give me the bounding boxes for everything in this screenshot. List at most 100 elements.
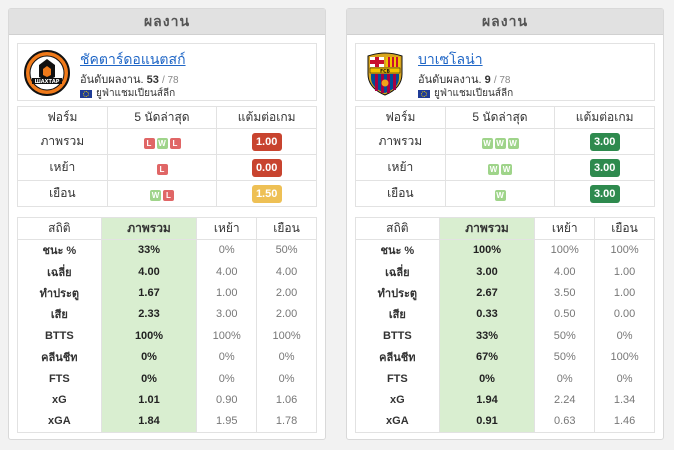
stat-home: 0.90	[196, 389, 258, 411]
stat-label: FTS	[355, 367, 440, 390]
stats-row: xG 1.01 0.90 1.06	[17, 389, 317, 411]
team-name-link[interactable]: ชัคตาร์ดอแนตสก์	[80, 51, 186, 67]
stats-row: xGA 0.91 0.63 1.46	[355, 410, 655, 433]
eu-flag-icon	[80, 89, 92, 98]
rank-label: อันดับผลงาน.	[418, 74, 482, 86]
stat-away: 2.00	[256, 303, 317, 326]
result-badge[interactable]: L	[169, 137, 181, 149]
form-header-row: ฟอร์ม 5 นัดล่าสุด แต้มต่อเกม	[355, 106, 655, 129]
stats-header-cell: เยือน	[256, 217, 317, 240]
form-header-cell: แต้มต่อเกม	[554, 106, 655, 129]
team-info: FCB บาเซโลน่า อันดับผลงาน. 9 / 78 ยูฟ่าแ…	[355, 43, 655, 101]
result-badge[interactable]: W	[494, 137, 506, 149]
stat-away: 100%	[594, 239, 655, 261]
stat-label: xG	[17, 389, 102, 411]
form-results-cell: L	[106, 154, 218, 181]
league-line: ยูฟ่าแชมเปียนส์ลีก	[80, 86, 175, 101]
result-badge[interactable]: L	[163, 189, 174, 201]
ppg-badge: 1.00	[251, 132, 282, 151]
stats-header-cell: เยือน	[594, 217, 655, 240]
team-panel-right: ผลงาน FCB	[346, 8, 664, 440]
stat-home: 4.00	[534, 260, 596, 283]
stats-row: เสีย 0.33 0.50 0.00	[355, 303, 655, 326]
rank-line: อันดับผลงาน. 9 / 78	[418, 70, 511, 88]
stat-label: BTTS	[355, 325, 440, 347]
stats-header-cell: เหย้า	[534, 217, 596, 240]
result-badge[interactable]: W	[494, 189, 506, 201]
stat-away: 1.34	[594, 389, 655, 411]
form-row: ภาพรวม L W L 1.00	[17, 128, 317, 155]
result-badge[interactable]: W	[481, 137, 493, 149]
form-row-label: เหย้า	[17, 154, 108, 181]
league-line: ยูฟ่าแชมเปียนส์ลีก	[418, 86, 513, 101]
ppg-cell: 3.00	[554, 154, 655, 181]
team-name-link[interactable]: บาเซโลน่า	[418, 51, 483, 67]
stats-row: BTTS 100% 100% 100%	[17, 325, 317, 347]
stat-label: ชนะ %	[17, 239, 102, 261]
result-badge[interactable]: L	[143, 137, 155, 149]
form-row: เหย้า L 0.00	[17, 154, 317, 181]
stat-away: 100%	[594, 346, 655, 368]
stats-row: ชนะ % 33% 0% 50%	[17, 239, 317, 261]
barcelona-logo-icon[interactable]: FCB	[360, 48, 410, 98]
stat-label: xGA	[17, 410, 102, 433]
stat-away: 0%	[594, 325, 655, 347]
stat-away: 50%	[256, 239, 317, 261]
stat-overall: 0.91	[438, 410, 536, 433]
stat-overall: 67%	[438, 346, 536, 368]
ppg-badge: 3.00	[589, 158, 620, 177]
form-row: เยือน W L 1.50	[17, 180, 317, 207]
stats-row: เฉลี่ย 4.00 4.00 4.00	[17, 260, 317, 283]
stat-overall: 4.00	[100, 260, 198, 283]
result-badge[interactable]: W	[507, 137, 519, 149]
form-row-label: ภาพรวม	[355, 128, 446, 155]
stats-header-cell: ภาพรวม	[100, 217, 198, 240]
team-info: ШАХТАР ชัคตาร์ดอแนตสก์ อันดับผลงาน. 53 /…	[17, 43, 317, 101]
ppg-cell: 3.00	[554, 128, 655, 155]
result-badge[interactable]: W	[488, 163, 499, 175]
stats-row: ชนะ % 100% 100% 100%	[355, 239, 655, 261]
result-badge[interactable]: L	[156, 163, 168, 175]
form-results-cell: W	[444, 180, 556, 207]
team-panel-left: ผลงาน ШАХТАР ชัคตาร์ดอแนตสก์ อันดับผลงาน…	[8, 8, 326, 440]
stats-row: เฉลี่ย 3.00 4.00 1.00	[355, 260, 655, 283]
form-row-label: ภาพรวม	[17, 128, 108, 155]
panel-header: ผลงาน	[9, 9, 325, 35]
stat-home: 2.24	[534, 389, 596, 411]
form-table: ฟอร์ม 5 นัดล่าสุด แต้มต่อเกม ภาพรวม L W L 1.00 เ…	[17, 106, 317, 207]
stat-overall: 0%	[100, 367, 198, 390]
stat-label: คลีนชีท	[355, 346, 440, 368]
result-badge[interactable]: W	[150, 189, 161, 201]
stat-overall: 3.00	[438, 260, 536, 283]
form-row-label: เยือน	[355, 180, 446, 207]
stats-header-cell: ภาพรวม	[438, 217, 536, 240]
stat-overall: 1.01	[100, 389, 198, 411]
stat-overall: 1.84	[100, 410, 198, 433]
shakhtar-logo-icon[interactable]: ШАХТАР	[22, 48, 72, 98]
stat-label: ชนะ %	[355, 239, 440, 261]
stat-home: 0%	[196, 346, 258, 368]
result-badge[interactable]: W	[156, 137, 168, 149]
form-header-cell: 5 นัดล่าสุด	[444, 106, 556, 129]
stat-away: 1.00	[594, 282, 655, 304]
stat-label: เฉลี่ย	[355, 260, 440, 283]
form-header-row: ฟอร์ม 5 นัดล่าสุด แต้มต่อเกม	[17, 106, 317, 129]
stats-row: xGA 1.84 1.95 1.78	[17, 410, 317, 433]
stats-row: เสีย 2.33 3.00 2.00	[17, 303, 317, 326]
stats-row: คลีนชีท 67% 50% 100%	[355, 346, 655, 368]
stat-label: xG	[355, 389, 440, 411]
stat-label: เสีย	[17, 303, 102, 326]
stat-home: 3.00	[196, 303, 258, 326]
panel-header: ผลงาน	[347, 9, 663, 35]
stats-row: BTTS 33% 50% 0%	[355, 325, 655, 347]
stat-away: 4.00	[256, 260, 317, 283]
result-badge[interactable]: W	[501, 163, 512, 175]
stat-overall: 0.33	[438, 303, 536, 326]
ppg-cell: 1.00	[216, 128, 317, 155]
stat-away: 0.00	[594, 303, 655, 326]
ppg-badge: 1.50	[251, 184, 282, 203]
stat-home: 0.63	[534, 410, 596, 433]
